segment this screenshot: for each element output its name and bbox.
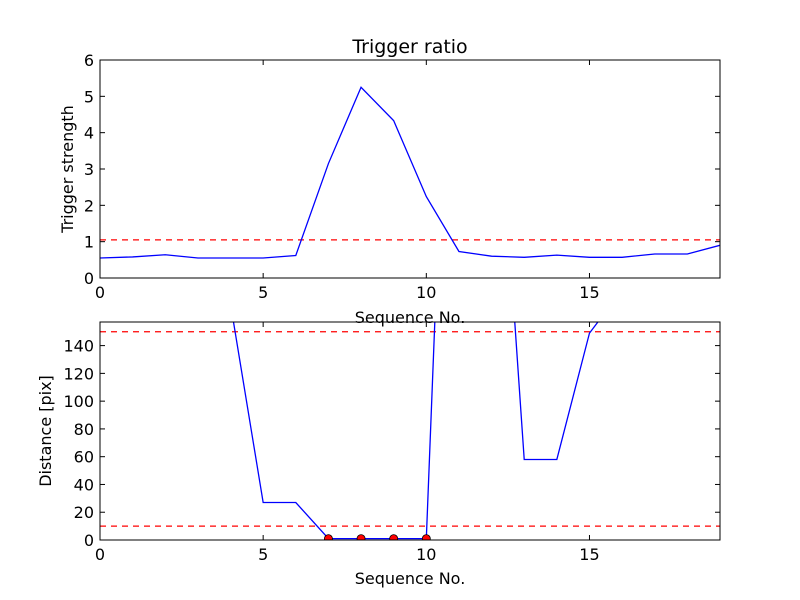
bottom-ticks: 0 5 10 15 0 20 40 60 80 100 120 140 <box>63 322 720 564</box>
bottom-x-tick-label: 5 <box>258 545 268 564</box>
bottom-marker-point <box>356 534 366 540</box>
top-y-axis-label: Trigger strength <box>58 105 77 234</box>
bottom-marker-point <box>389 534 399 540</box>
top-series-line <box>100 86 720 259</box>
top-x-tick-label: 15 <box>579 283 599 302</box>
bottom-x-tick-label: 10 <box>416 545 436 564</box>
top-y-tick-label: 4 <box>84 124 94 143</box>
bottom-y-tick-label: 120 <box>63 364 94 383</box>
bottom-plot-area <box>100 322 720 540</box>
top-x-tick-label: 10 <box>416 283 436 302</box>
bottom-y-tick-label: 0 <box>84 531 94 550</box>
top-y-tick-label: 2 <box>84 196 94 215</box>
bottom-y-axis-label: Distance [pix] <box>36 375 55 487</box>
top-x-tick-label: 0 <box>95 283 105 302</box>
bottom-chart-panel: Distance [pix] Sequence No. 0 5 10 15 0 20 40 6… <box>36 321 721 588</box>
bottom-y-tick-label: 140 <box>63 337 94 356</box>
bottom-x-tick-label: 0 <box>95 545 105 564</box>
bottom-y-tick-label: 80 <box>74 420 94 439</box>
top-y-tick-label: 5 <box>84 87 94 106</box>
top-y-tick-label: 1 <box>84 233 94 252</box>
top-x-axis-label: Sequence No. <box>355 308 466 327</box>
bottom-y-tick-label: 40 <box>74 475 94 494</box>
bottom-x-tick-label: 15 <box>579 545 599 564</box>
bottom-series-line <box>232 322 599 540</box>
bottom-marker-point <box>421 534 431 540</box>
top-plot-frame <box>99 59 721 279</box>
bottom-x-axis-label: Sequence No. <box>355 569 466 588</box>
top-x-tick-label: 5 <box>258 283 268 302</box>
bottom-y-tick-label: 100 <box>63 392 94 411</box>
bottom-marker-point <box>324 534 333 540</box>
top-y-tick-label: 6 <box>84 51 94 70</box>
bottom-y-tick-label: 60 <box>74 448 94 467</box>
top-y-tick-label: 3 <box>84 160 94 179</box>
bottom-plot-frame <box>99 321 721 541</box>
top-y-tick-label: 0 <box>84 269 94 288</box>
top-plot-area <box>100 86 720 259</box>
top-chart-title: Trigger ratio <box>351 36 467 58</box>
top-chart-panel: Trigger ratio Trigger strength Sequence … <box>58 36 721 327</box>
bottom-y-tick-label: 20 <box>74 503 94 522</box>
top-ticks: 0 5 10 15 0 1 2 3 4 5 6 <box>84 51 720 302</box>
